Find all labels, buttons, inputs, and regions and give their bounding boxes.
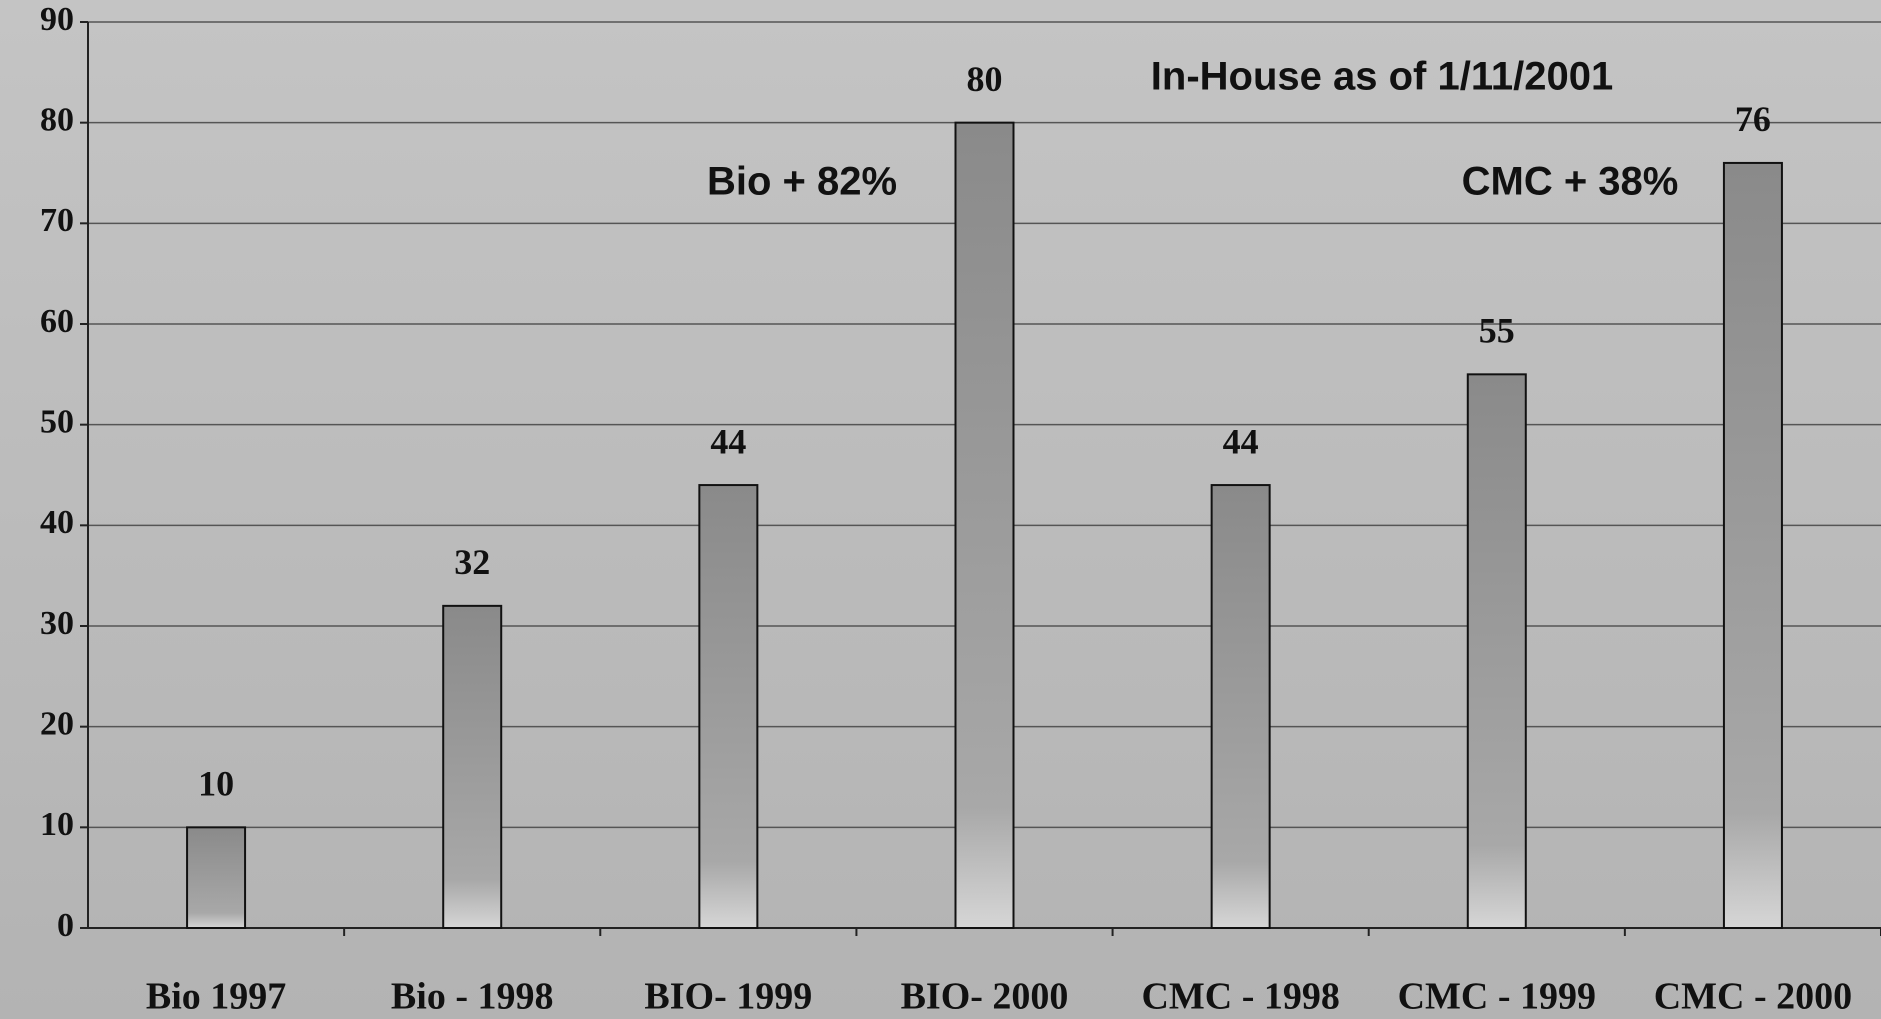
background	[0, 0, 1881, 1019]
bar	[1468, 374, 1526, 928]
bar	[1212, 485, 1270, 928]
y-tick-label: 90	[40, 1, 74, 38]
y-tick-label: 80	[40, 101, 74, 138]
x-tick-label: Bio 1997	[146, 976, 286, 1018]
y-tick-label: 60	[40, 303, 74, 340]
annotation: CMC + 38%	[1462, 160, 1679, 204]
value-label: 32	[454, 542, 490, 582]
value-label: 55	[1479, 311, 1515, 351]
value-label: 10	[198, 764, 234, 804]
x-tick-label: BIO- 2000	[901, 976, 1069, 1018]
bar	[187, 827, 245, 928]
x-tick-label: BIO- 1999	[644, 976, 812, 1018]
value-label: 76	[1735, 99, 1771, 139]
y-tick-label: 30	[40, 605, 74, 642]
value-label: 44	[710, 421, 746, 461]
x-tick-label: CMC - 1998	[1141, 976, 1339, 1018]
annotation: In-House as of 1/11/2001	[1151, 55, 1613, 99]
x-tick-label: Bio - 1998	[391, 976, 554, 1018]
y-tick-label: 10	[40, 806, 74, 843]
value-label: 44	[1223, 421, 1259, 461]
y-tick-label: 40	[40, 504, 74, 541]
value-label: 80	[967, 59, 1003, 99]
annotation: Bio + 82%	[707, 160, 897, 204]
x-tick-label: CMC - 1999	[1398, 976, 1596, 1018]
bar	[699, 485, 757, 928]
bar	[443, 606, 501, 928]
y-tick-label: 50	[40, 403, 74, 440]
chart: 0 10 20 30 40 50 60 70 80 90 Bio 1997 10 Bio - 1998 3…	[0, 0, 1881, 1019]
y-tick-label: 20	[40, 705, 74, 742]
x-tick-label: CMC - 2000	[1654, 976, 1852, 1018]
bar	[1724, 163, 1782, 928]
bar	[956, 123, 1014, 928]
y-tick-label: 0	[57, 907, 74, 944]
y-tick-label: 70	[40, 202, 74, 239]
